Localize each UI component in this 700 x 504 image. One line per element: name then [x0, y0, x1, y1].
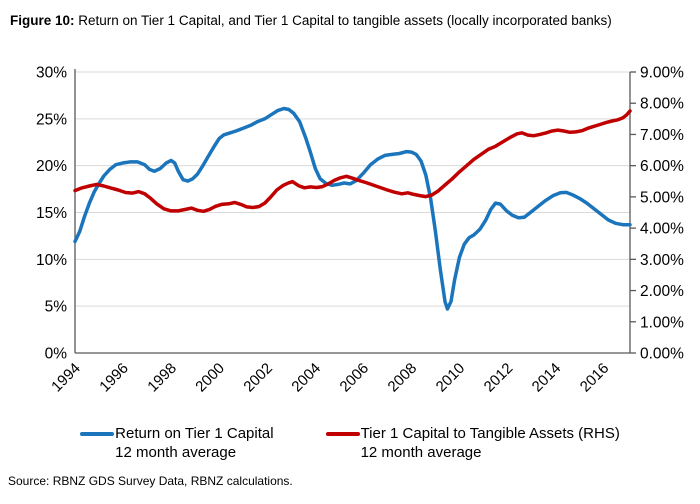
blue-line-swatch	[80, 432, 115, 436]
x-axis-tick-label: 2006	[337, 360, 373, 396]
chart-legend: Return on Tier 1 Capital 12 month averag…	[0, 425, 700, 462]
x-axis-tick-label: 2014	[529, 360, 565, 396]
left-axis-tick-label: 15%	[36, 205, 67, 222]
legend-label: Return on Tier 1 Capital	[115, 425, 274, 442]
right-axis-tick-label: 1.00%	[640, 314, 684, 331]
line-chart: 0% 5% 10% 15% 20% 25% 30% 0.00% 1.00% 2.00% 3.00% 4…	[36, 65, 684, 396]
right-axis-tick-label: 3.00%	[640, 252, 684, 269]
x-axis-tick-label: 2016	[577, 360, 613, 396]
x-axis-tick-label: 1994	[48, 360, 84, 396]
left-axis-tick-label: 5%	[45, 299, 68, 316]
right-axis-tick-label: 6.00%	[640, 158, 684, 175]
right-axis-tick-label: 5.00%	[640, 189, 684, 206]
right-axis-tick-label: 7.00%	[640, 127, 684, 144]
series-line-tier1-capital-to-tangible-assets	[73, 109, 632, 214]
figure-number: Figure 10:	[10, 13, 75, 28]
legend-sublabel: 12 month average	[115, 443, 237, 461]
x-axis-tick-label: 2004	[288, 360, 324, 396]
x-axis-tick-label: 1998	[144, 360, 180, 396]
x-axis-tick-label: 2002	[240, 360, 276, 396]
right-axis-tick-label: 4.00%	[640, 221, 684, 238]
x-axis-tick-label: 1996	[96, 360, 132, 396]
x-axis-tick-label: 2012	[481, 360, 517, 396]
x-axis-tick-label: 2008	[385, 360, 421, 396]
left-axis-tick-label: 25%	[36, 111, 67, 128]
x-axis-tick-label: 2010	[433, 360, 469, 396]
legend-item-return-on-tier1-capital: Return on Tier 1 Capital 12 month averag…	[80, 425, 274, 462]
left-axis-tick-label: 30%	[36, 65, 67, 82]
legend-item-tier1-capital-to-tangible-assets: Tier 1 Capital to Tangible Assets (RHS) …	[325, 425, 620, 462]
figure-title-text: Return on Tier 1 Capital, and Tier 1 Cap…	[74, 13, 612, 28]
red-line-swatch	[325, 432, 360, 436]
series-line-return-on-tier1-capital	[73, 106, 632, 311]
legend-label: Tier 1 Capital to Tangible Assets (RHS)	[360, 425, 620, 442]
right-axis-tick-label: 8.00%	[640, 96, 684, 113]
source-note: Source: RBNZ GDS Survey Data, RBNZ calcu…	[8, 474, 293, 488]
right-axis-tick-label: 2.00%	[640, 283, 684, 300]
left-axis-tick-label: 20%	[36, 158, 67, 175]
right-axis-tick-label: 0.00%	[640, 346, 684, 363]
figure-title: Figure 10: Return on Tier 1 Capital, and…	[10, 12, 695, 29]
x-axis-tick-label: 2000	[192, 360, 228, 396]
right-axis-tick-label: 9.00%	[640, 65, 684, 82]
left-axis-tick-label: 10%	[36, 252, 67, 269]
left-axis-tick-label: 0%	[45, 346, 68, 363]
legend-sublabel: 12 month average	[360, 443, 482, 461]
